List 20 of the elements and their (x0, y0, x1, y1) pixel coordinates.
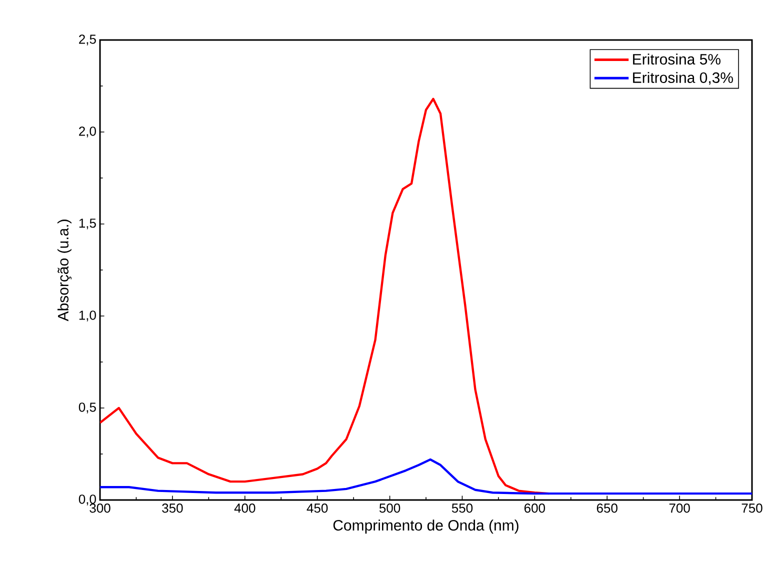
x-axis-title: Comprimento de Onda (nm) (333, 520, 518, 534)
y-tick-label: 1,0 (79, 310, 96, 322)
legend-label: Eritrosina 0,3% (633, 72, 733, 85)
x-tick-label: 400 (234, 504, 256, 513)
y-axis-title: Absorção (u.a.) (57, 220, 72, 322)
y-tick-label: 1,5 (79, 218, 96, 230)
x-tick-label: 600 (524, 504, 546, 513)
x-tick-label: 300 (90, 504, 110, 513)
y-tick-label: 0,5 (78, 402, 96, 414)
x-tick-label: 500 (379, 504, 400, 513)
x-tick-label: 350 (162, 504, 183, 513)
y-tick-label: 0,0 (78, 494, 96, 506)
x-tick-label: 650 (596, 504, 618, 513)
y-tick-label: 2,5 (79, 34, 96, 46)
x-tick-label: 750 (742, 504, 762, 513)
x-tick-label: 550 (452, 504, 473, 513)
y-tick-label: 2,0 (79, 126, 96, 138)
legend-label: Eritrosina 5% (633, 54, 720, 65)
x-tick-label: 450 (306, 504, 328, 513)
x-tick-label: 700 (669, 504, 690, 513)
